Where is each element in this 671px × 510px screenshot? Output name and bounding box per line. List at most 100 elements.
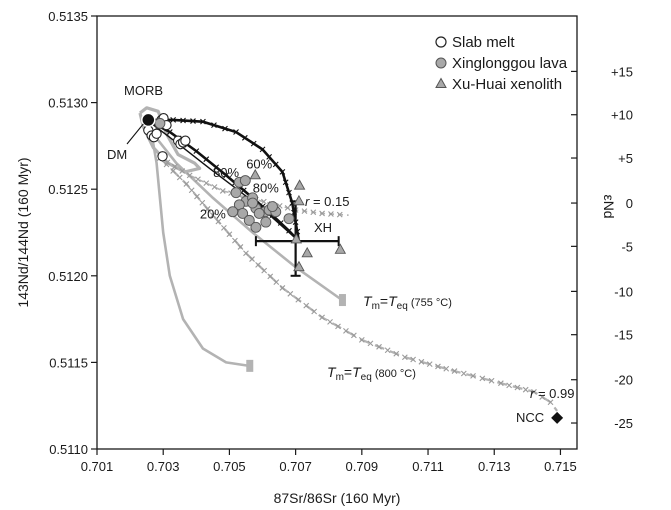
curve-r-015-mark bbox=[219, 188, 226, 194]
curve-r-099-mark bbox=[531, 388, 537, 395]
curve-r-099-mark bbox=[418, 358, 425, 365]
mixing-curve-mark bbox=[200, 118, 206, 125]
curve-r-099-mark bbox=[384, 347, 391, 354]
curve-r-099-mark bbox=[311, 308, 318, 315]
mixing-curve-mark bbox=[240, 187, 247, 194]
curve-r-099-mark bbox=[215, 218, 222, 225]
xh-label: XH bbox=[314, 220, 332, 235]
xinglonggou-lava-point bbox=[250, 221, 262, 233]
y2-tick-label: -10 bbox=[614, 284, 633, 299]
y2-tick-label: +10 bbox=[611, 108, 633, 123]
x-tick-label: 0.701 bbox=[81, 459, 114, 474]
curve-r-099-mark bbox=[335, 323, 341, 330]
x-tick-label: 0.709 bbox=[346, 459, 379, 474]
y2-tick-label: -15 bbox=[614, 328, 633, 343]
xu-huai-xenolith-point bbox=[334, 243, 347, 254]
percent-label: 80% bbox=[213, 165, 239, 180]
curve-r-099-mark bbox=[204, 206, 211, 212]
curve-r-099-mark bbox=[547, 399, 554, 406]
xu-huai-xenolith-point bbox=[301, 246, 313, 258]
legend-label: Xinglonggou lava bbox=[452, 55, 568, 72]
xinglonggou-lava-point bbox=[266, 201, 278, 212]
curve-tm-755-end bbox=[338, 294, 346, 307]
curve-r-099-mark bbox=[194, 193, 200, 200]
curve-r-015-mark bbox=[195, 176, 201, 183]
y-tick-label: 0.5135 bbox=[48, 9, 88, 24]
slab-melt-point bbox=[151, 128, 162, 139]
mixing-curve-mark bbox=[213, 164, 220, 171]
x-tick-label: 0.713 bbox=[478, 459, 511, 474]
mixing-curve-mark bbox=[193, 148, 200, 154]
curve-r-099-mark bbox=[426, 361, 433, 368]
xu-huai-xenolith-point bbox=[249, 168, 261, 180]
xinglonggou-lava-point bbox=[230, 187, 242, 199]
curve-r-099-mark bbox=[303, 302, 310, 309]
curve-r-015-mark bbox=[310, 209, 317, 216]
curve-r-015-mark bbox=[284, 205, 291, 211]
curve-r-015-mark bbox=[301, 208, 308, 215]
r-015-label: r = 0.15 bbox=[305, 194, 349, 209]
curve-tm-800 bbox=[150, 133, 250, 368]
curve-r-099-mark bbox=[237, 244, 244, 250]
xu-huai-xenolith-point bbox=[293, 260, 305, 272]
curve-r-099-mark bbox=[460, 370, 467, 377]
curve-r-099-mark bbox=[221, 224, 227, 231]
xinglonggou-lava-point bbox=[237, 207, 249, 219]
mixing-curve-mark bbox=[286, 227, 292, 234]
x-tick-label: 0.705 bbox=[213, 459, 246, 474]
mixing-curve-mark bbox=[211, 122, 217, 129]
x-tick-label: 0.703 bbox=[147, 459, 180, 474]
x-tick-label: 0.711 bbox=[412, 459, 444, 474]
y2-tick-label: -25 bbox=[614, 416, 633, 431]
mixing-curve-mark bbox=[277, 220, 284, 226]
curve-r-099-mark bbox=[376, 343, 382, 350]
mixing-curve-mark bbox=[190, 118, 196, 124]
xinglonggou-lava-point bbox=[154, 117, 166, 129]
curve-tm-800-end bbox=[246, 359, 254, 372]
curve-r-099-mark bbox=[470, 373, 476, 379]
curve-r-099-mark bbox=[279, 285, 286, 291]
ncc-label: NCC bbox=[516, 410, 544, 425]
mixing-curve-mark bbox=[279, 168, 286, 175]
curve-r-099-mark bbox=[435, 363, 441, 370]
mixing-curve-mark bbox=[223, 172, 229, 179]
curve-r-099-mark bbox=[401, 354, 408, 361]
mixing-curve-mark bbox=[233, 129, 239, 135]
curve-r-099-mark bbox=[249, 256, 255, 262]
curve-r-015-mark bbox=[186, 172, 193, 179]
xinglonggou-lava-point bbox=[247, 197, 259, 209]
mixing-curve-mark bbox=[250, 140, 257, 147]
curve-r-099-mark bbox=[199, 199, 206, 206]
mixing-curve-mark bbox=[180, 117, 186, 124]
percent-label: 20% bbox=[200, 207, 226, 222]
legend-marker-xu-huai-xenolith bbox=[435, 77, 447, 88]
y-tick-label: 0.5120 bbox=[48, 269, 88, 284]
curve-r-099-mark bbox=[506, 382, 513, 389]
mixing-curve-mark bbox=[286, 189, 292, 196]
xinglonggou-lava-point bbox=[239, 175, 251, 186]
curve-r-015-mark bbox=[260, 198, 267, 205]
morb-field-outline bbox=[138, 106, 202, 174]
curve-r-099-mark bbox=[488, 377, 495, 384]
x-axis-label: 87Sr/86Sr (160 Myr) bbox=[274, 490, 401, 506]
curve-r-099-mark bbox=[232, 237, 238, 244]
curve-r-015-mark bbox=[211, 184, 218, 190]
legend-marker-slab-melt bbox=[435, 36, 447, 48]
xu-huai-xenolith-point bbox=[290, 233, 303, 244]
mixing-curve-mark bbox=[170, 117, 177, 123]
curve-r-099-mark bbox=[170, 168, 177, 174]
mixing-curve-mark bbox=[203, 156, 210, 163]
curve-r-099-mark bbox=[514, 384, 521, 391]
xinglonggou-lava-point bbox=[260, 216, 272, 228]
curve-r-099-mark bbox=[176, 174, 183, 181]
y-axis-label: 143Nd/144Nd (160 Myr) bbox=[15, 157, 31, 307]
curve-r-015-mark bbox=[319, 210, 325, 217]
curve-r-015-mark bbox=[328, 211, 334, 217]
xinglonggou-lava-point bbox=[227, 206, 239, 218]
curve-r-099-mark bbox=[367, 340, 374, 347]
mixing-curve-mark bbox=[259, 146, 266, 153]
y2-tick-label: -5 bbox=[621, 239, 633, 254]
curve-r-099-mark bbox=[539, 394, 546, 400]
